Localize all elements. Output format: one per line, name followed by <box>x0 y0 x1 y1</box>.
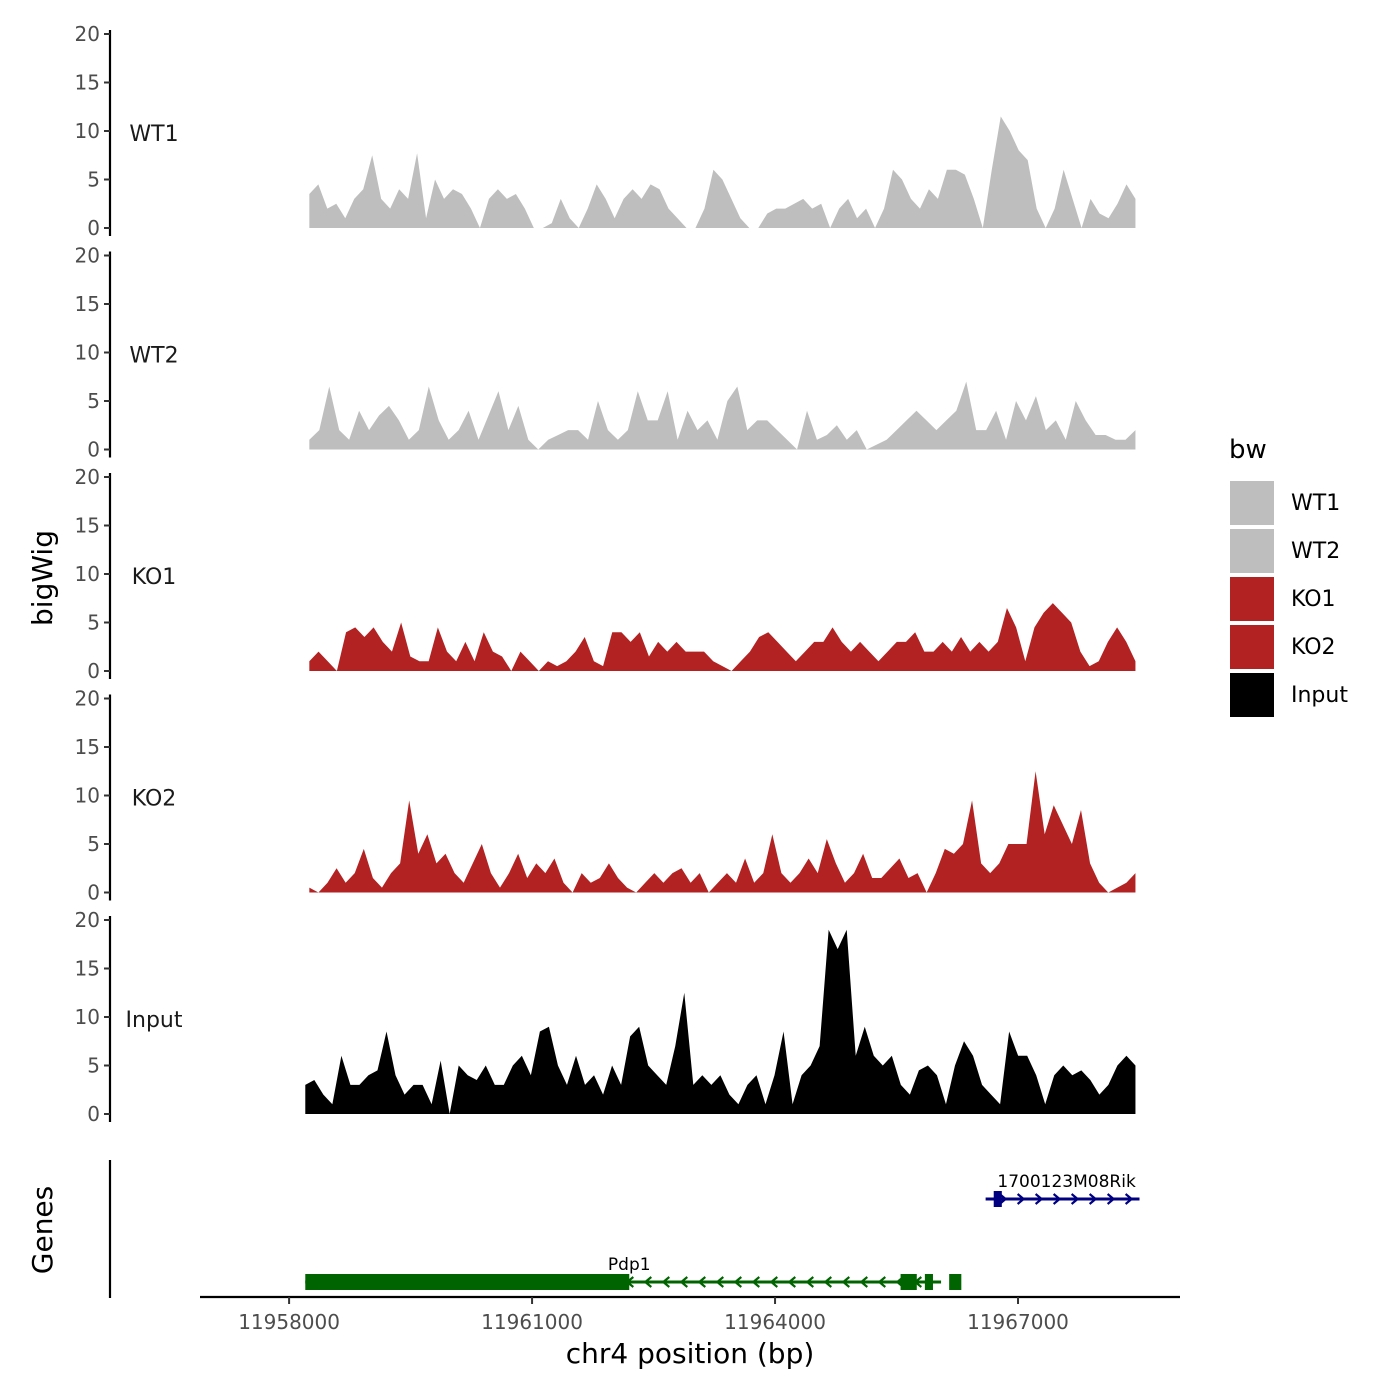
y-tick-label: 5 <box>87 611 100 635</box>
y-tick-label: 15 <box>75 957 100 981</box>
gene-pdp1: Pdp1 <box>305 1255 962 1290</box>
track-wt1: 0 5 10 15 20 WT1 <box>75 22 1136 240</box>
track-label: KO2 <box>132 787 177 812</box>
gene-exon <box>900 1274 917 1290</box>
strand-chevron <box>1052 1193 1062 1205</box>
strand-chevron <box>1070 1193 1080 1205</box>
gene-track: Pdp1 1700123M08Rik <box>108 1160 1140 1298</box>
y-tick-label: 20 <box>75 687 100 711</box>
legend-label: WT2 <box>1291 539 1340 564</box>
y-tick-label: 0 <box>87 438 100 462</box>
strand-chevron <box>643 1276 652 1288</box>
strand-chevron <box>679 1276 688 1288</box>
gene-1700123m08rik: 1700123M08Rik <box>985 1172 1140 1207</box>
y-tick-label: 5 <box>87 1054 100 1078</box>
y-tick-label: 5 <box>87 389 100 413</box>
strand-chevron <box>769 1276 778 1288</box>
y-tick-label: 0 <box>87 216 100 240</box>
legend-key <box>1228 671 1276 719</box>
strand-chevron <box>1106 1193 1116 1205</box>
x-tick-label: 11964000 <box>724 1310 826 1334</box>
x-axis: 11958000 11961000 11964000 11967000 <box>200 1295 1180 1334</box>
y-tick-label: 15 <box>75 735 100 759</box>
track-label: WT1 <box>129 122 178 147</box>
y-tick-label: 10 <box>75 341 100 365</box>
strand-chevron <box>1034 1193 1044 1205</box>
y-tick-label: 10 <box>75 784 100 808</box>
area-ko2 <box>309 771 1136 893</box>
y-tick-label: 10 <box>75 562 100 586</box>
strand-chevron <box>841 1276 850 1288</box>
y-tick-label: 15 <box>75 292 100 316</box>
strand-chevron <box>1016 1193 1026 1205</box>
x-tick-label: 11961000 <box>481 1310 583 1334</box>
gene-exon <box>305 1274 630 1290</box>
legend-key <box>1228 575 1276 623</box>
gene-exon <box>949 1274 962 1290</box>
strand-chevron <box>823 1276 832 1288</box>
track-label: KO1 <box>132 565 177 590</box>
x-tick-label: 11967000 <box>967 1310 1069 1334</box>
y-tick-label: 0 <box>87 1102 100 1126</box>
strand-chevron <box>1124 1193 1134 1205</box>
gene-label: 1700123M08Rik <box>997 1172 1136 1192</box>
y-tick-label: 20 <box>75 22 100 46</box>
strand-chevron <box>733 1276 742 1288</box>
track-ko2: 0 5 10 15 20 KO2 <box>75 687 1136 905</box>
strand-chevron <box>715 1276 724 1288</box>
y-tick-label: 10 <box>75 119 100 143</box>
area-wt2 <box>309 381 1136 450</box>
track-input: 0 5 10 15 20 Input <box>75 908 1136 1126</box>
strand-chevron <box>697 1276 706 1288</box>
legend-label: Input <box>1291 683 1348 708</box>
area-ko1 <box>309 603 1136 671</box>
track-label: WT2 <box>129 344 178 369</box>
gene-exon <box>924 1274 933 1290</box>
legend-key <box>1228 623 1276 671</box>
area-wt1 <box>309 116 1136 228</box>
y-tick-label: 0 <box>87 659 100 683</box>
y-tick-label: 5 <box>87 832 100 856</box>
legend-key <box>1228 479 1276 527</box>
bigwig-tracks: 0 5 10 15 20 WT1 0 5 10 15 20 WT2 0 5 10 15 20 KO1 0 5 10 15 2… <box>75 22 1136 1126</box>
strand-chevron <box>751 1276 760 1288</box>
y-tick-label: 15 <box>75 71 100 95</box>
y-tick-label: 10 <box>75 1005 100 1029</box>
track-wt2: 0 5 10 15 20 WT2 <box>75 244 1136 462</box>
strand-chevron <box>1088 1193 1098 1205</box>
legend-title: bw <box>1229 435 1267 465</box>
strand-chevron <box>859 1276 868 1288</box>
y-tick-label: 20 <box>75 244 100 268</box>
y-tick-label: 5 <box>87 168 100 192</box>
x-axis-title: chr4 position (bp) <box>566 1337 815 1370</box>
strand-chevron <box>661 1276 670 1288</box>
track-label: Input <box>126 1008 183 1033</box>
strand-chevron <box>787 1276 796 1288</box>
strand-chevron <box>877 1276 886 1288</box>
y-axis-title: bigWig <box>26 530 59 626</box>
genes-axis-title: Genes <box>26 1186 59 1274</box>
strand-chevron <box>805 1276 814 1288</box>
gene-label: Pdp1 <box>608 1255 651 1275</box>
y-tick-label: 15 <box>75 514 100 538</box>
x-tick-label: 11958000 <box>238 1310 340 1334</box>
track-ko1: 0 5 10 15 20 KO1 <box>75 465 1136 683</box>
y-tick-label: 20 <box>75 908 100 932</box>
legend-label: KO1 <box>1291 587 1336 612</box>
legend-label: WT1 <box>1291 491 1340 516</box>
legend: bw WT1 WT2 KO1 KO2 Input <box>1228 435 1348 719</box>
y-tick-label: 20 <box>75 465 100 489</box>
legend-label: KO2 <box>1291 635 1336 660</box>
legend-key <box>1228 527 1276 575</box>
y-tick-label: 0 <box>87 881 100 905</box>
area-input <box>305 929 1136 1114</box>
gene-exon <box>993 1191 1002 1207</box>
